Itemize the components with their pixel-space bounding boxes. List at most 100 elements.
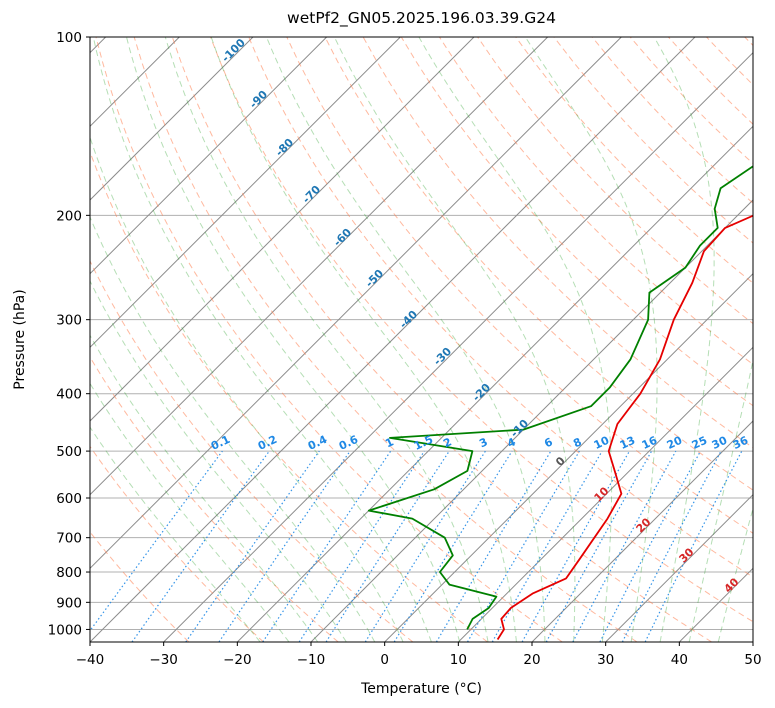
mixing-ratio-line: [185, 450, 320, 642]
y-tick-label: 500: [56, 444, 82, 460]
isotherm-line: [384, 272, 753, 642]
moist-adiabat-line: [90, 426, 261, 642]
dry-adiabat-label: -70: [300, 183, 323, 206]
isotherm-line: [90, 37, 401, 349]
mixing-ratio-label: 20: [665, 434, 685, 452]
dry-adiabat-label: -40: [397, 308, 420, 331]
moist-adiabat-line: [266, 37, 546, 642]
x-tick-label: −10: [297, 652, 326, 668]
mixing-ratio-line: [521, 450, 631, 642]
isotherm-line: [531, 420, 753, 642]
dry-adiabat-line: [95, 37, 563, 642]
page-title: wetPf2_GN05.2025.196.03.39.G24: [287, 9, 556, 27]
isotherm-line: [457, 346, 753, 642]
x-tick-label: 30: [597, 652, 614, 668]
mixing-ratio-line: [435, 450, 552, 642]
dry-adiabat-line: [248, 37, 753, 578]
moist-adiabat-line: [333, 37, 576, 642]
moist-adiabat-line: [210, 37, 517, 642]
isotherm-line: [752, 641, 753, 642]
mixing-ratio-line: [218, 450, 351, 642]
x-tick-label: 10: [450, 652, 467, 668]
moist-adiabat-line: [90, 215, 376, 642]
dry-adiabat-label: -20: [470, 381, 493, 404]
dry-adiabat-label: -60: [331, 226, 354, 249]
dry-adiabat-line: [477, 37, 753, 325]
y-tick-label: 1000: [48, 622, 82, 638]
mixing-ratio-line: [298, 450, 425, 642]
dry-adiabat-line: [171, 37, 712, 642]
dry-adiabat-line: [515, 37, 753, 284]
dry-adiabat-line: [90, 150, 488, 642]
thermo-overlay-lines: [90, 37, 753, 642]
x-tick-label: 40: [671, 652, 688, 668]
chart-grid: [90, 37, 753, 642]
mixing-ratio-label: 8: [571, 435, 583, 450]
profile-lines: [367, 165, 753, 640]
moist-adiabat-label: 20: [634, 515, 654, 535]
dry-adiabat-line: [210, 37, 753, 623]
moist-adiabat-line: [418, 37, 613, 642]
y-tick-label: 800: [56, 565, 82, 581]
moist-adiabat-line: [90, 334, 319, 642]
x-tick-label: −40: [76, 652, 105, 668]
mixing-ratio-line: [393, 450, 513, 642]
mixing-ratio-line: [262, 450, 392, 642]
mixing-ratio-label: 30: [710, 434, 730, 452]
moist-adiabat-line: [90, 382, 290, 642]
x-axis-label: Temperature (°C): [360, 681, 482, 697]
dry-adiabat-line: [324, 37, 753, 491]
dry-adiabat-label: -90: [247, 88, 270, 111]
mixing-ratio-label: 0.1: [209, 433, 232, 453]
dry-adiabat-line: [90, 259, 414, 642]
mixing-ratio-line: [90, 450, 223, 632]
x-tick-label: 50: [744, 652, 761, 668]
dry-adiabat-line: [706, 37, 753, 86]
moist-adiabat-line: [653, 37, 715, 642]
mixing-ratio-label: 13: [618, 434, 637, 452]
mixing-ratio-label: 3: [477, 435, 489, 450]
plot-frame: [89, 36, 754, 643]
dry-adiabat-line: [744, 37, 753, 47]
dry-adiabat-line: [90, 531, 190, 642]
mixing-ratio-label: 6: [542, 435, 555, 450]
mixing-ratio-label: 0.6: [337, 433, 360, 453]
isotherm-line: [236, 125, 753, 642]
moist-adiabat-line: [164, 37, 489, 642]
mixing-ratio-line: [545, 450, 653, 642]
mixing-ratio-label: 36: [731, 434, 751, 452]
moist-adiabat-line: [688, 358, 753, 642]
isotherm-line: [678, 567, 753, 642]
overlay-labels: -100-90-80-70-60-50-40-30-20-100.1 0.2 0.4…: [209, 36, 751, 596]
dry-adiabat-label: -100: [219, 36, 248, 65]
mixing-ratio-label: 10: [592, 434, 612, 452]
x-tick-label: −30: [149, 652, 178, 668]
isotherm-line: [90, 37, 549, 496]
isotherm-line: [605, 493, 753, 642]
dry-adiabat-label: -30: [431, 345, 454, 368]
y-tick-label: 900: [56, 595, 82, 611]
mixing-ratio-line: [131, 450, 270, 642]
mixing-ratio-label: 0.4: [306, 433, 329, 453]
mixing-ratio-line: [572, 450, 677, 642]
moist-adiabat-line: [524, 37, 658, 642]
y-tick-label: 100: [56, 30, 82, 46]
mixing-ratio-line: [644, 450, 743, 642]
y-tick-label: 400: [56, 387, 82, 403]
y-tick-label: 600: [56, 491, 82, 507]
isotherm-line: [90, 37, 696, 642]
mixing-ratio-label: 16: [640, 434, 660, 452]
y-tick-label: 700: [56, 531, 82, 547]
isotherm-line: [163, 51, 753, 642]
y-tick-label: 200: [56, 208, 82, 224]
dry-adiabat-line: [286, 37, 753, 534]
moist-adiabat-line: [92, 37, 432, 642]
dry-adiabat-line: [133, 37, 638, 642]
temperature-profile-line: [496, 214, 753, 640]
isotherm-line: [90, 37, 475, 422]
moist-adiabat-line: [90, 135, 404, 642]
mixing-ratio-label: 25: [690, 434, 709, 452]
isotherm-line: [90, 37, 622, 570]
